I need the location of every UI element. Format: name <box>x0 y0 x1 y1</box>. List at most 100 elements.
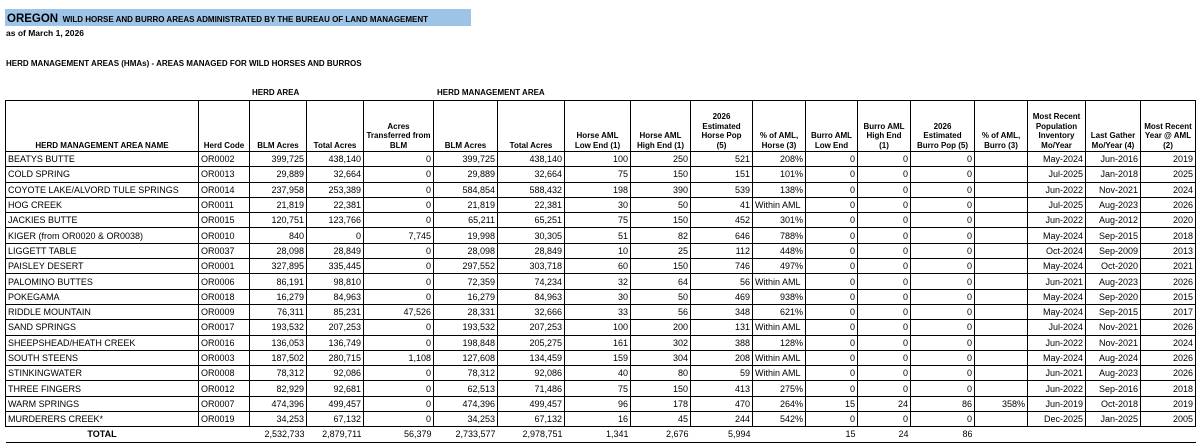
cell: OR0037 <box>198 242 250 260</box>
cell: Sep-2020 <box>1085 288 1141 305</box>
header-line: Low End <box>814 140 849 150</box>
cell: 5,994 <box>690 426 753 443</box>
cell: 187,502 <box>249 349 307 367</box>
cell: 2,733,577 <box>433 426 498 443</box>
cell: 2018 <box>1140 380 1196 397</box>
cell: 0 <box>857 242 911 260</box>
column-header: % of AML, Horse (3) <box>752 100 806 152</box>
cell: 264% <box>752 395 806 413</box>
cell: 358% <box>974 395 1028 413</box>
cell: OR0013 <box>198 166 250 183</box>
data-row: RIDDLE MOUNTAIN OR0009 76,311 85,231 47,526 2… <box>5 303 1196 321</box>
cell: 28,849 <box>497 242 565 260</box>
cell: 30,305 <box>497 227 565 244</box>
cell: PAISLEY DESERT <box>5 258 199 275</box>
cell: 388 <box>690 334 753 351</box>
cell: 84,963 <box>306 288 364 305</box>
header-line: Most Recent <box>1144 121 1192 131</box>
cell: THREE FINGERS <box>5 380 199 397</box>
cell: 10 <box>564 242 631 260</box>
header-line: High End (1) <box>636 140 685 150</box>
group-header: HERD AREA <box>252 88 300 97</box>
data-row: JACKIES BUTTE OR0015 120,751 123,766 0 65,211… <box>5 212 1196 229</box>
cell: 208 <box>690 349 753 367</box>
cell: 539 <box>690 181 753 198</box>
header-line: % of AML, <box>759 131 799 140</box>
cell: 2026 <box>1140 349 1196 367</box>
cell: 138% <box>752 181 806 198</box>
cell: 588,432 <box>497 181 565 198</box>
cell: 646 <box>690 227 753 244</box>
header-line: Horse AML <box>639 131 682 140</box>
column-header: % of AML, Burro (3) <box>974 100 1028 152</box>
cell: 0 <box>910 349 975 367</box>
data-row: SOUTH STEENS OR0003 187,502 280,715 1,108 127… <box>5 349 1196 367</box>
cell: Within AML <box>752 349 806 367</box>
cell: OR0017 <box>198 319 250 336</box>
cell: Nov-2021 <box>1085 181 1141 198</box>
header-line: Burro Pop (5) <box>916 140 969 150</box>
cell: 0 <box>805 411 858 428</box>
cell: POKEGAMA <box>5 288 199 305</box>
cell: 32,664 <box>306 166 364 183</box>
cell: Sep-2016 <box>1085 380 1141 397</box>
cell: 2024 <box>1140 334 1196 351</box>
cell: 76,311 <box>249 303 307 321</box>
cell: 0 <box>805 150 858 168</box>
data-row: HOG CREEK OR0011 21,819 22,381 0 21,819 22,381… <box>5 196 1196 214</box>
cell: 280,715 <box>306 349 364 367</box>
cell: 0 <box>363 380 434 397</box>
cell: Jun-2022 <box>1027 334 1086 351</box>
data-row: KIGER (from OR0020 & OR0038) OR0010 840 0 7,… <box>5 227 1196 244</box>
cell: 0 <box>910 303 975 321</box>
cell: 207,253 <box>497 319 565 336</box>
empty-cell <box>1140 426 1196 443</box>
cell: COLD SPRING <box>5 166 199 183</box>
cell: 208% <box>752 150 806 168</box>
empty-cell <box>974 380 1028 397</box>
column-header: Horse AML Low End (1) <box>564 100 631 152</box>
cell: 0 <box>857 411 911 428</box>
header-line: Estimated <box>702 121 741 131</box>
cell: Nov-2021 <box>1085 334 1141 351</box>
column-header: Most Recent Population Inventory Mo/Year <box>1027 100 1086 152</box>
cell: 542% <box>752 411 806 428</box>
cell: 0 <box>805 365 858 382</box>
cell: 47,526 <box>363 303 434 321</box>
cell: 0 <box>910 181 975 198</box>
cell: 92,086 <box>306 365 364 382</box>
cell: 2026 <box>1140 365 1196 382</box>
cell: 0 <box>363 181 434 198</box>
cell: COYOTE LAKE/ALVORD TULE SPRINGS <box>5 181 199 198</box>
cell: 0 <box>363 212 434 229</box>
cell: 301% <box>752 212 806 229</box>
cell: Aug-2023 <box>1085 365 1141 382</box>
cell: 0 <box>910 288 975 305</box>
cell: 348 <box>690 303 753 321</box>
header-line: Burro (3) <box>984 140 1018 150</box>
cell: HOG CREEK <box>5 196 199 214</box>
cell: BEATYS BUTTE <box>5 150 199 168</box>
cell: 75 <box>564 212 631 229</box>
cell: Jun-2022 <box>1027 212 1086 229</box>
cell: OR0006 <box>198 273 250 290</box>
column-header: Herd Code <box>198 100 250 152</box>
cell: 82,929 <box>249 380 307 397</box>
cell: 96 <box>564 395 631 413</box>
cell: 2015 <box>1140 288 1196 305</box>
header-line: Herd Code <box>203 140 245 150</box>
cell: 24 <box>857 395 911 413</box>
cell: WARM SPRINGS <box>5 395 199 413</box>
cell: 0 <box>910 334 975 351</box>
cell: 0 <box>910 411 975 428</box>
cell: 56 <box>690 273 753 290</box>
cell: 0 <box>857 273 911 290</box>
cell: 0 <box>910 212 975 229</box>
header-line: Most Recent <box>1032 112 1081 121</box>
cell: 327,895 <box>249 258 307 275</box>
cell: KIGER (from OR0020 & OR0038) <box>5 227 199 244</box>
empty-cell <box>974 426 1028 443</box>
cell: 2024 <box>1140 181 1196 198</box>
cell: 746 <box>690 258 753 275</box>
cell: 75 <box>564 166 631 183</box>
